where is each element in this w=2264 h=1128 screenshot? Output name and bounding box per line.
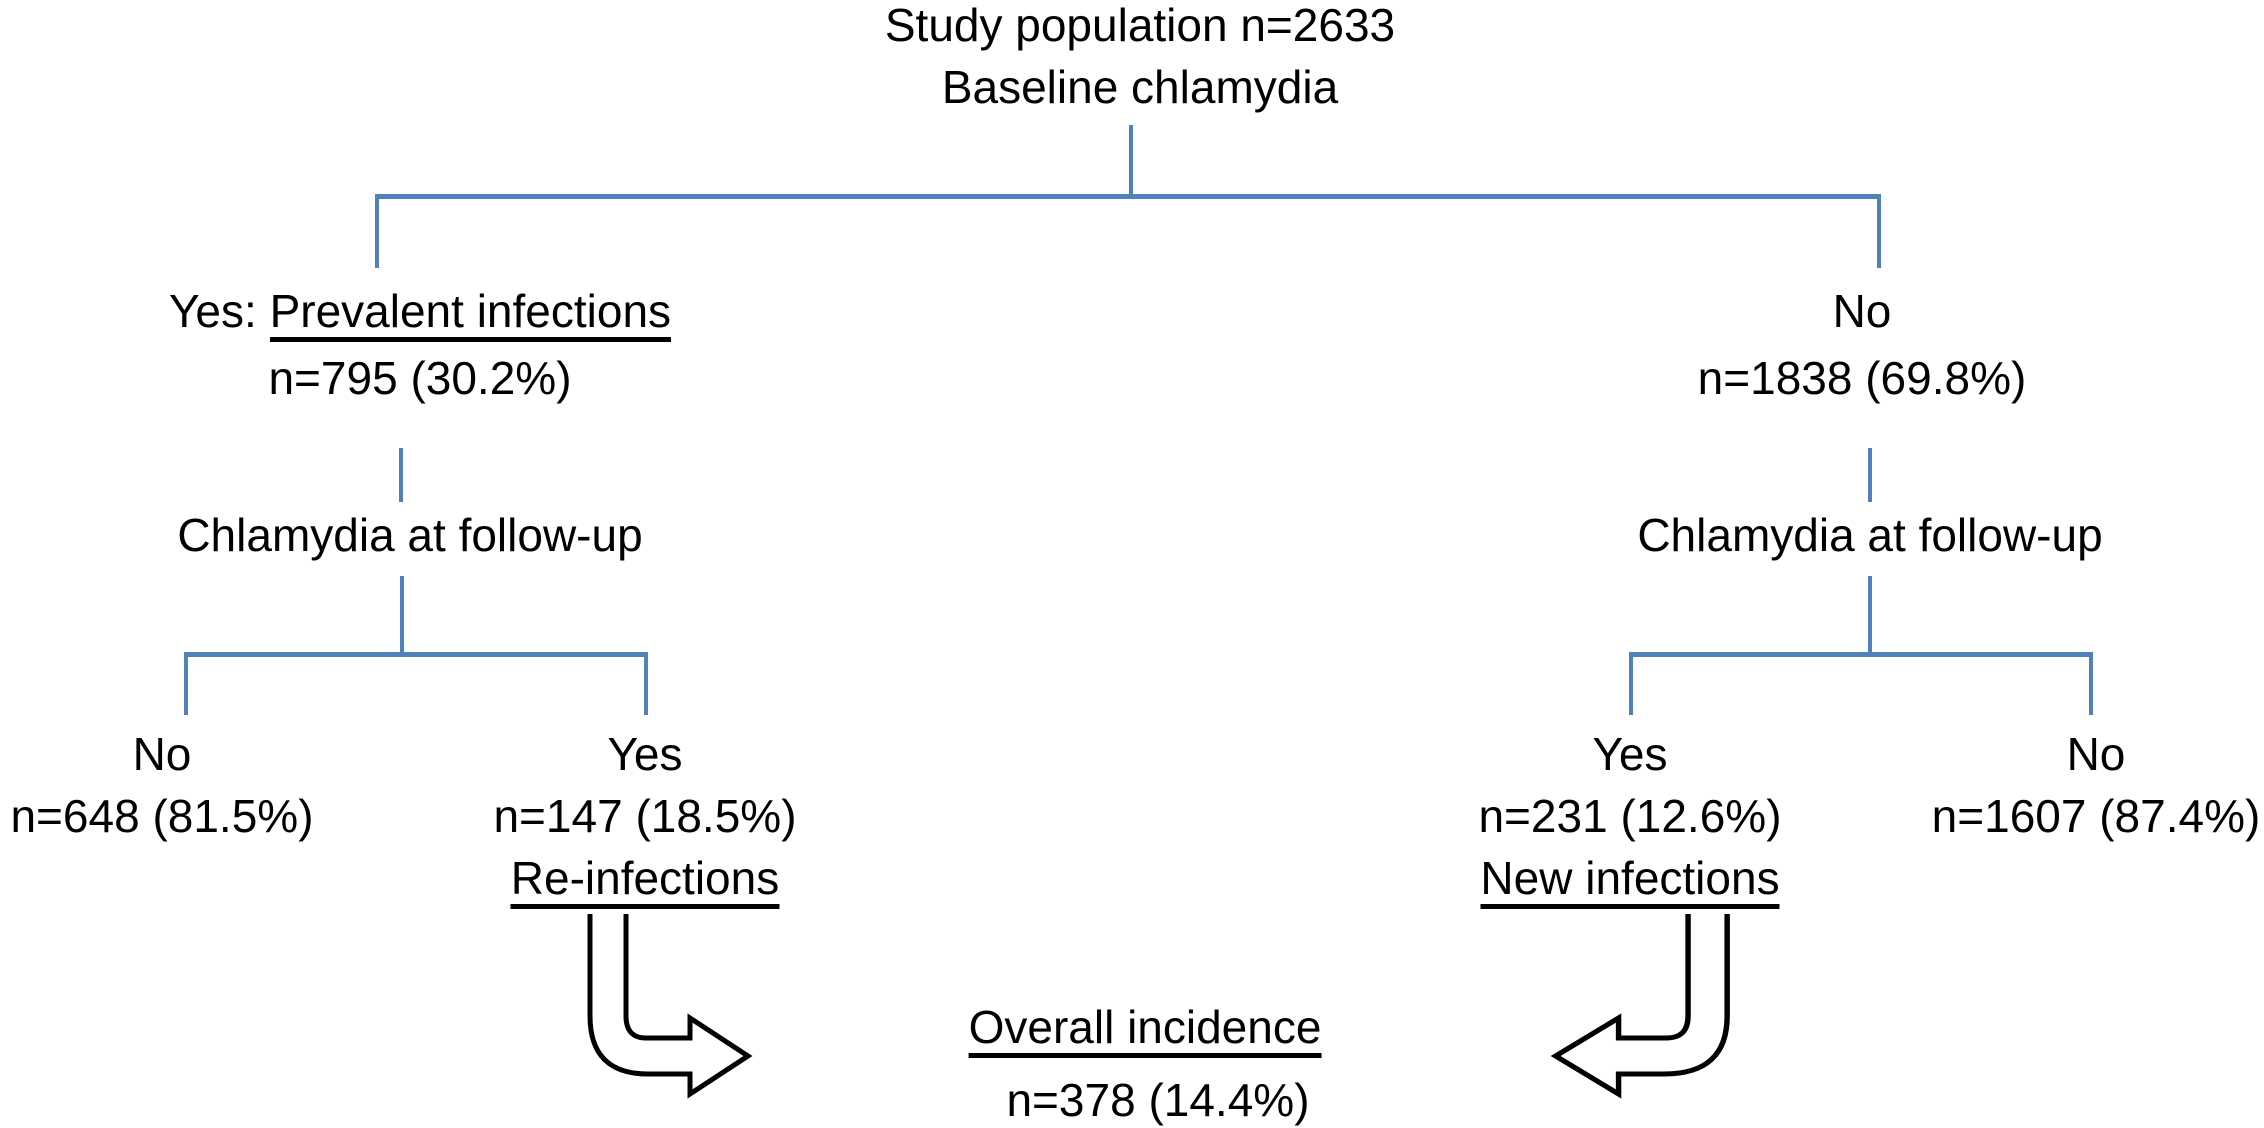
summary-title: Overall incidence (968, 996, 1322, 1058)
connector-top-horizontal (375, 194, 1881, 199)
root-node: Study population n=2633 Baseline chlamyd… (885, 0, 1395, 118)
connector-left-node-to-followup (399, 448, 403, 502)
reinfections-tag-text: Re-infections (510, 852, 780, 909)
connector-left-followup-trunk (400, 576, 404, 654)
connector-left-branch-drop (375, 194, 379, 268)
left-branch-answer-prefix: Yes: (168, 285, 257, 337)
new-infections-tag-text: New infections (1480, 852, 1780, 909)
connector-right-followup-trunk (1868, 576, 1872, 654)
leaf-left-no-answer: No (132, 728, 192, 780)
leaf-left-yes: Yes n=147 (18.5%) Re-infections (493, 723, 797, 909)
summary-title-text: Overall incidence (968, 1001, 1322, 1058)
leaf-right-yes: Yes n=231 (12.6%) New infections (1478, 723, 1782, 909)
right-branch-answer: No (1832, 285, 1892, 337)
right-followup-label: Chlamydia at follow-up (1637, 509, 2103, 561)
leaf-left-no: No n=648 (81.5%) (10, 723, 313, 847)
left-branch-node: Yes: Prevalent infections n=795 (30.2%) (168, 278, 672, 412)
connector-root-trunk (1129, 125, 1133, 194)
connector-left-split-horizontal (184, 652, 648, 657)
left-branch-answer: Yes: Prevalent infections (168, 278, 672, 345)
root-node-subtitle: Baseline chlamydia (941, 61, 1339, 113)
leaf-left-yes-count: n=147 (18.5%) (493, 790, 797, 842)
leaf-right-no-answer: No (2066, 728, 2126, 780)
new-infections-curved-arrow-icon (1550, 914, 1730, 1099)
right-branch-node: No n=1838 (69.8%) (1698, 278, 2027, 412)
left-branch-count: n=795 (30.2%) (268, 352, 572, 404)
reinfections-curved-arrow-icon (587, 914, 753, 1099)
reinfections-tag: Re-infections (493, 847, 796, 909)
connector-right-leaf2-drop (2089, 652, 2093, 715)
leaf-right-no: No n=1607 (87.4%) (1932, 723, 2261, 847)
new-infections-tag: New infections (1478, 847, 1781, 909)
connector-left-leaf1-drop (184, 652, 188, 715)
connector-right-leaf1-drop (1629, 652, 1633, 715)
connector-right-node-to-followup (1868, 448, 1872, 502)
root-node-title: Study population n=2633 (884, 0, 1396, 51)
leaf-left-yes-answer: Yes (607, 728, 683, 780)
left-followup-label: Chlamydia at follow-up (177, 509, 643, 561)
summary-count: n=378 (14.4%) (1006, 1074, 1310, 1126)
leaf-left-no-count: n=648 (81.5%) (10, 790, 314, 842)
connector-right-branch-drop (1877, 194, 1881, 268)
leaf-right-yes-count: n=231 (12.6%) (1478, 790, 1782, 842)
connector-left-leaf2-drop (644, 652, 648, 715)
right-branch-count: n=1838 (69.8%) (1697, 352, 2027, 404)
leaf-right-no-count: n=1607 (87.4%) (1931, 790, 2261, 842)
leaf-right-yes-answer: Yes (1592, 728, 1668, 780)
connector-right-split-horizontal (1629, 652, 2093, 657)
left-branch-answer-underlined: Prevalent infections (269, 285, 672, 342)
